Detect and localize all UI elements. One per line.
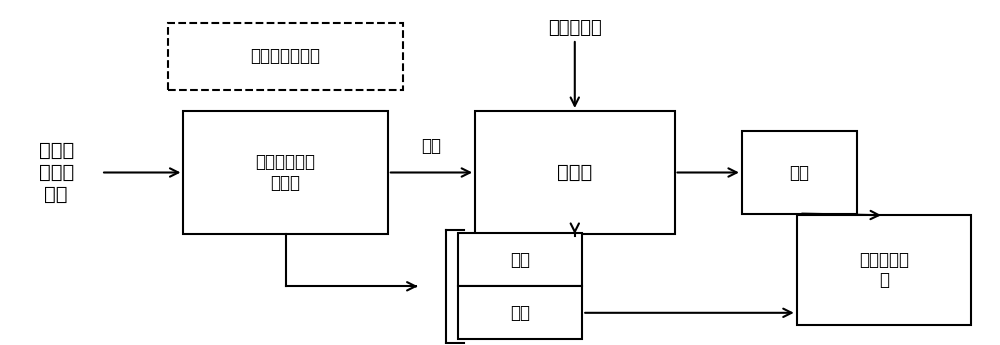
Text: 灰渣: 灰渣 xyxy=(421,137,441,155)
Bar xyxy=(458,286,582,339)
Text: 含有机
成分的
污泥: 含有机 成分的 污泥 xyxy=(39,141,74,204)
Text: 尾气: 尾气 xyxy=(510,304,530,322)
Bar xyxy=(458,233,582,286)
Bar xyxy=(797,215,971,325)
Text: 熔融炉: 熔融炉 xyxy=(557,163,592,182)
Bar xyxy=(742,131,857,214)
Text: 尾气: 尾气 xyxy=(789,164,809,181)
Text: 焚烧、气化或
热解炉: 焚烧、气化或 热解炉 xyxy=(256,153,316,192)
Text: 尾气处置系
统: 尾气处置系 统 xyxy=(859,250,909,289)
Text: 飞灰: 飞灰 xyxy=(510,251,530,269)
Bar xyxy=(475,111,675,234)
Text: 低于玻璃化温度: 低于玻璃化温度 xyxy=(251,47,321,65)
Bar xyxy=(168,23,403,89)
Text: 玻璃化配料: 玻璃化配料 xyxy=(548,19,602,37)
Bar xyxy=(183,111,388,234)
